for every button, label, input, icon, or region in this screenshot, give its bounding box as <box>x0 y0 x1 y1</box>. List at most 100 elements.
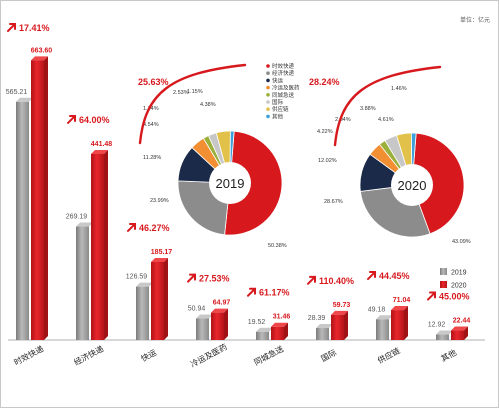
pie-top-label: 28.24% <box>309 77 340 87</box>
bar-2020-side <box>224 308 228 340</box>
bar-2020-side <box>284 322 288 340</box>
value-label-2020: 185.17 <box>151 249 173 256</box>
pie-percent-label: 28.67% <box>324 199 343 205</box>
category-label: 经济快递 <box>72 343 105 367</box>
bar-2019-top <box>196 314 213 319</box>
pie-legend-dot <box>266 71 270 75</box>
pie-2020: 2020 43.09% 28.67% 12.02% 4.22%2.04% 3.88%4.6… <box>309 65 471 245</box>
up-arrow-icon <box>7 23 16 32</box>
pie-legend-dot <box>266 64 270 68</box>
pie-legend-dot <box>266 114 270 119</box>
pie-charts: 2019 50.38% 23.99% 11.28% 4.54% 1.74% 2.53% 4.3… <box>138 62 471 249</box>
pie-percent-label: 4.22% <box>317 129 333 135</box>
value-label-2019: 49.18 <box>368 306 386 313</box>
value-label-2020: 31.46 <box>273 314 291 321</box>
growth-arc <box>333 65 442 147</box>
bar-2020-side <box>164 257 168 340</box>
pie-percent-label: 4.61% <box>378 117 394 123</box>
bar-2020-top <box>271 322 288 327</box>
pie-percent-label: 23.99% <box>150 198 169 204</box>
legend-label: 2019 <box>451 270 467 277</box>
pie-percent-label: 1.15% <box>187 89 203 95</box>
pie-legend-dot <box>266 78 270 83</box>
bar-2020 <box>271 326 284 340</box>
bar-2020 <box>211 312 224 340</box>
pie-percent-label: 1.46% <box>391 86 407 92</box>
bar-2020-top <box>391 306 408 311</box>
pie-top-label: 25.63% <box>138 77 169 87</box>
value-label-2019: 19.52 <box>248 319 266 326</box>
pie-legend-label: 经济快递 <box>272 69 295 77</box>
category-label: 时效快递 <box>12 343 45 367</box>
bar-2019-top <box>16 97 33 102</box>
legend-swatch <box>440 281 447 288</box>
bar-2020-top <box>151 257 168 262</box>
bar-2020-top <box>211 308 228 313</box>
growth-value: 110.40% <box>319 276 354 286</box>
pie-center-label: 2020 <box>398 178 427 193</box>
growth-label: 46.27% <box>127 222 170 233</box>
bar-2020-top <box>91 149 108 154</box>
growth-value: 17.41% <box>19 23 50 33</box>
value-label-2019: 565.21 <box>6 89 28 96</box>
growth-label: 64.00% <box>67 114 110 125</box>
pie-percent-label: 1.74% <box>143 106 159 112</box>
bar-2019-top <box>436 330 453 335</box>
growth-label: 17.41% <box>7 23 50 33</box>
up-arrow-icon <box>307 275 316 285</box>
pie-legend-label: 国际 <box>272 98 284 106</box>
value-label-2020: 59.73 <box>333 302 351 309</box>
pie-slice <box>224 130 283 236</box>
value-label-2020: 71.04 <box>393 297 411 304</box>
pie-center-label: 2019 <box>216 176 245 191</box>
bar-legend: 2019 2020 <box>440 268 467 290</box>
bar-2019-top <box>256 327 273 332</box>
up-arrow-icon <box>427 291 436 301</box>
pie-percent-label: 43.09% <box>452 239 471 245</box>
bar-2019 <box>436 334 449 340</box>
growth-value: 64.00% <box>79 115 110 125</box>
category-label: 供应链 <box>376 345 402 365</box>
bar-2020-top <box>331 310 348 315</box>
value-label-2020: 441.48 <box>91 141 113 148</box>
bar-2020 <box>331 314 344 340</box>
bar-2020 <box>151 261 164 340</box>
pie-legend-label: 同城急送 <box>272 91 295 99</box>
bar-2019-top <box>76 222 93 227</box>
pie-legend-dot <box>266 100 270 104</box>
category-label: 快运 <box>139 347 158 363</box>
growth-value: 45.00% <box>439 292 470 302</box>
pie-legend-dot <box>266 93 270 97</box>
pie-legend-label: 时效快递 <box>272 62 295 70</box>
value-label-2019: 50.94 <box>188 306 206 313</box>
growth-arc <box>138 63 247 145</box>
bar-2020-side <box>464 326 468 340</box>
pie-legend-label: 其他 <box>272 112 284 120</box>
up-arrow-icon <box>367 271 376 281</box>
bar-2019 <box>196 318 209 340</box>
bar-2020-top <box>451 326 468 331</box>
bar-2019-top <box>316 324 333 329</box>
value-label-2019: 28.39 <box>308 315 326 322</box>
pie-percent-label: 11.28% <box>143 155 161 161</box>
unit-label: 单位：亿元 <box>460 16 490 24</box>
growth-value: 27.53% <box>199 274 230 284</box>
pie-center-hole <box>209 162 251 204</box>
growth-label: 44.45% <box>367 271 410 281</box>
pie-percent-label: 2.04% <box>335 117 351 123</box>
pie-percent-label: 4.38% <box>200 102 216 108</box>
bar-2020-side <box>404 306 408 340</box>
pie-legend-label: 供应链 <box>272 105 289 113</box>
value-label-2019: 12.92 <box>428 322 446 329</box>
pie-legend-dot <box>266 85 270 90</box>
growth-label: 45.00% <box>427 291 470 302</box>
bar-2019 <box>256 331 269 340</box>
up-arrow-icon <box>67 114 76 124</box>
value-label-2020: 22.44 <box>453 318 471 325</box>
pie-percent-label: 12.02% <box>318 158 337 164</box>
legend-label: 2020 <box>451 283 467 290</box>
bar-2019 <box>76 226 89 340</box>
growth-label: 61.17% <box>247 288 290 298</box>
